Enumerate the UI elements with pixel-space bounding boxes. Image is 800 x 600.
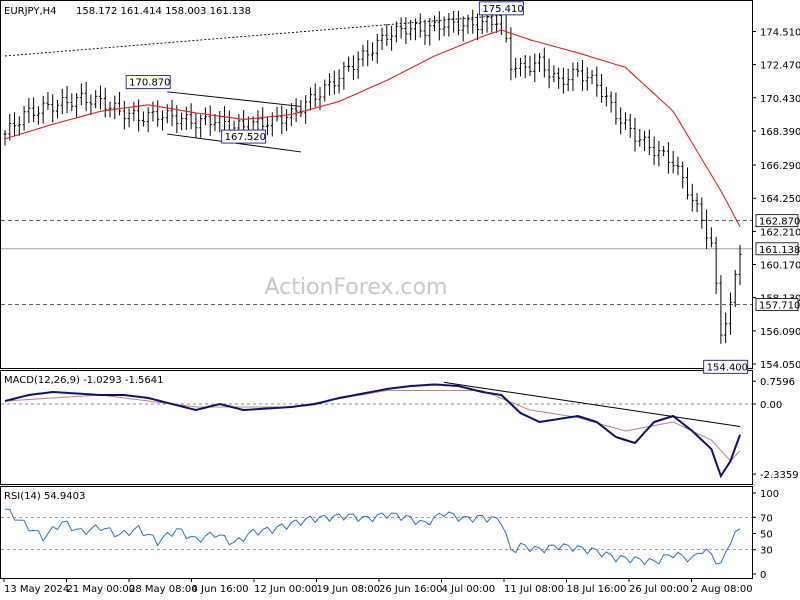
x-tick-label: 21 May 00:00 — [67, 584, 136, 595]
trendline — [167, 91, 301, 107]
level-tag-label: 157.710 — [759, 301, 800, 312]
price-annotation-label: 175.410 — [482, 4, 523, 15]
x-tick-label: 26 Jul 00:00 — [629, 584, 689, 595]
price-tick-label: 162.210 — [760, 227, 800, 238]
ma-line — [4, 29, 741, 227]
x-tick-label: 26 Jun 16:00 — [379, 584, 443, 595]
macd-signal-line — [4, 390, 741, 462]
rsi-tick-label: 30 — [760, 546, 773, 557]
price-annotations: 175.410 170.870 167.520 154.400 — [125, 1, 749, 374]
price-annotation-box — [125, 75, 171, 90]
macd-main-line — [4, 383, 741, 479]
macd-tick-label: -2.3359 — [760, 470, 799, 481]
price-tick-label: 166.290 — [760, 161, 800, 172]
x-tick-label: 2 Aug 08:00 — [692, 584, 753, 595]
price-tick-label: 156.090 — [760, 327, 800, 338]
moving-average — [4, 29, 741, 227]
level-tag-label: 162.870 — [759, 217, 800, 228]
rsi-panel-frame — [0, 486, 753, 579]
price-axis: 174.510 172.470 170.430 168.390 166.290 164.2… — [752, 27, 800, 371]
price-annotation-box — [221, 129, 267, 144]
x-tick-label: 4 Jun 16:00 — [192, 584, 249, 595]
rsi-tick-label: 100 — [760, 489, 779, 500]
chart-header-ohlc: 158.172 161.414 158.003 161.138 — [76, 6, 251, 17]
macd-trendline — [444, 381, 741, 427]
price-annotation-label: 167.520 — [225, 132, 266, 143]
x-tick-label: 4 Jul 00:00 — [442, 584, 496, 595]
candles — [3, 6, 742, 344]
rsi-tick-label: 70 — [760, 513, 773, 524]
price-tick-label: 164.250 — [760, 194, 800, 205]
rsi-tick-label: 0 — [760, 570, 766, 581]
x-tick-label: 19 Jun 08:00 — [317, 584, 381, 595]
level-tag-box — [755, 242, 799, 256]
rsi-panel: 100 70 50 30 0 — [1, 489, 779, 581]
price-annotation-box — [703, 359, 749, 374]
x-tick-label: 12 Jun 00:00 — [254, 584, 318, 595]
macd-tick-label: 0.00 — [760, 400, 782, 411]
level-lines: 162.870 161.138 157.710 — [1, 214, 800, 312]
macd-tick-label: 0.7596 — [760, 377, 795, 388]
price-tick-label: 174.510 — [760, 27, 800, 38]
level-tag-box — [755, 214, 799, 228]
chart-header-symbol: EURJPY,H4 — [4, 6, 57, 17]
price-tick-label: 160.170 — [760, 261, 800, 272]
price-tick-label: 172.470 — [760, 61, 800, 72]
x-tick-label: 28 May 08:00 — [129, 584, 198, 595]
price-tick-label: 170.430 — [760, 94, 800, 105]
price-tick-label: 154.050 — [760, 360, 800, 371]
macd-label: MACD(12,26,9) -1.0293 -1.5641 — [4, 375, 164, 386]
level-tag-label: 161.138 — [759, 245, 800, 256]
price-annotation-label: 154.400 — [707, 362, 748, 373]
x-tick-label: 18 Jul 16:00 — [567, 584, 627, 595]
trendline — [4, 14, 502, 57]
x-tick-label: 11 Jul 08:00 — [504, 584, 564, 595]
x-tick-label: 13 May 2024 — [4, 584, 69, 595]
price-annotation-box — [478, 1, 524, 16]
level-tag-box — [755, 298, 799, 311]
macd-panel: 0.7596 0.00 -2.3359 — [1, 377, 799, 481]
rsi-tick-label: 50 — [760, 530, 773, 541]
watermark: ActionForex.com — [265, 275, 448, 300]
macd-panel-frame — [0, 370, 753, 485]
rsi-line — [4, 508, 741, 566]
rsi-label: RSI(14) 54.9403 — [4, 491, 85, 502]
price-annotation-label: 170.870 — [129, 78, 170, 89]
price-tick-label: 168.390 — [760, 127, 800, 138]
price-panel-frame — [0, 0, 753, 369]
